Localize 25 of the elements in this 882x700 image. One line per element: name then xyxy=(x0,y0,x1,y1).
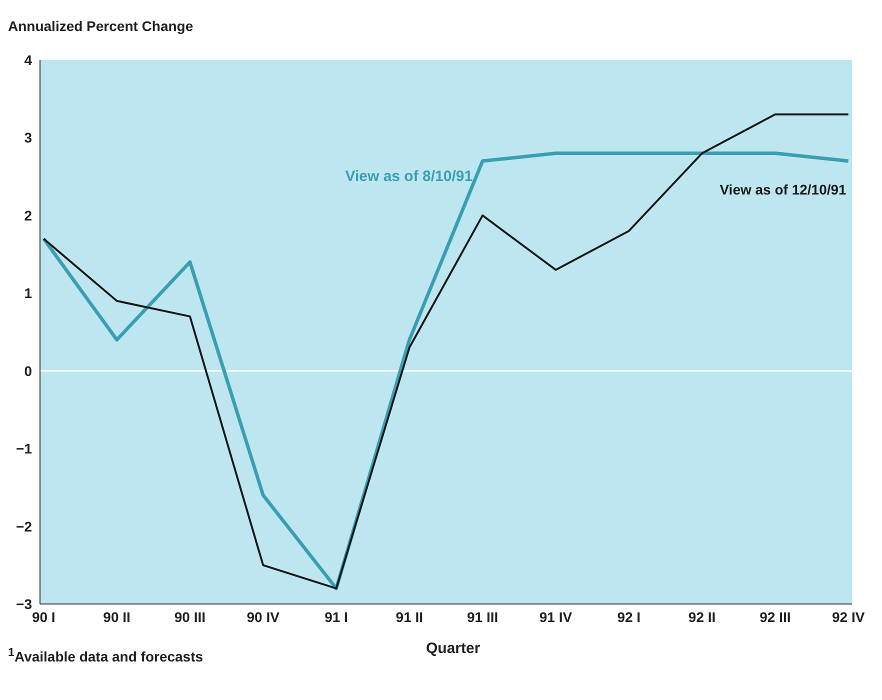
y-tick-label: 0 xyxy=(24,362,32,379)
x-tick-label: 91 II xyxy=(396,608,424,625)
x-tick-label: 90 I xyxy=(32,608,56,625)
y-tick-label: −3 xyxy=(16,596,32,612)
y-tick-label: 2 xyxy=(24,207,32,224)
x-tick-label: 92 II xyxy=(688,608,716,625)
y-tick-label: 4 xyxy=(24,52,32,68)
x-tick-label: 90 II xyxy=(103,608,130,625)
x-tick-label: 91 III xyxy=(467,608,498,625)
text: $^{1}$Available data and forecasts xyxy=(8,646,204,665)
series-label: View as of 8/10/91 xyxy=(345,168,473,186)
text: View as of 12/10/91 xyxy=(720,181,847,198)
x-tick-label: 92 III xyxy=(760,608,791,625)
y-tick-label: −2 xyxy=(16,518,32,534)
x-tick-label: 90 IV xyxy=(246,608,280,625)
x-axis-title: Quarter xyxy=(426,640,480,657)
x-tick-label: 91 I xyxy=(324,608,348,625)
x-tick-label: 91 IV xyxy=(539,608,573,625)
x-tick-label: 92 IV xyxy=(832,608,866,625)
y-tick-label: −1 xyxy=(16,440,32,457)
y-tick-label: 3 xyxy=(24,130,32,146)
y-axis-title: Annualized Percent Change xyxy=(8,17,194,36)
y-tick-label: 1 xyxy=(24,285,32,302)
x-tick-label: 92 I xyxy=(617,608,641,625)
x-tick-label: 90 III xyxy=(174,608,206,625)
